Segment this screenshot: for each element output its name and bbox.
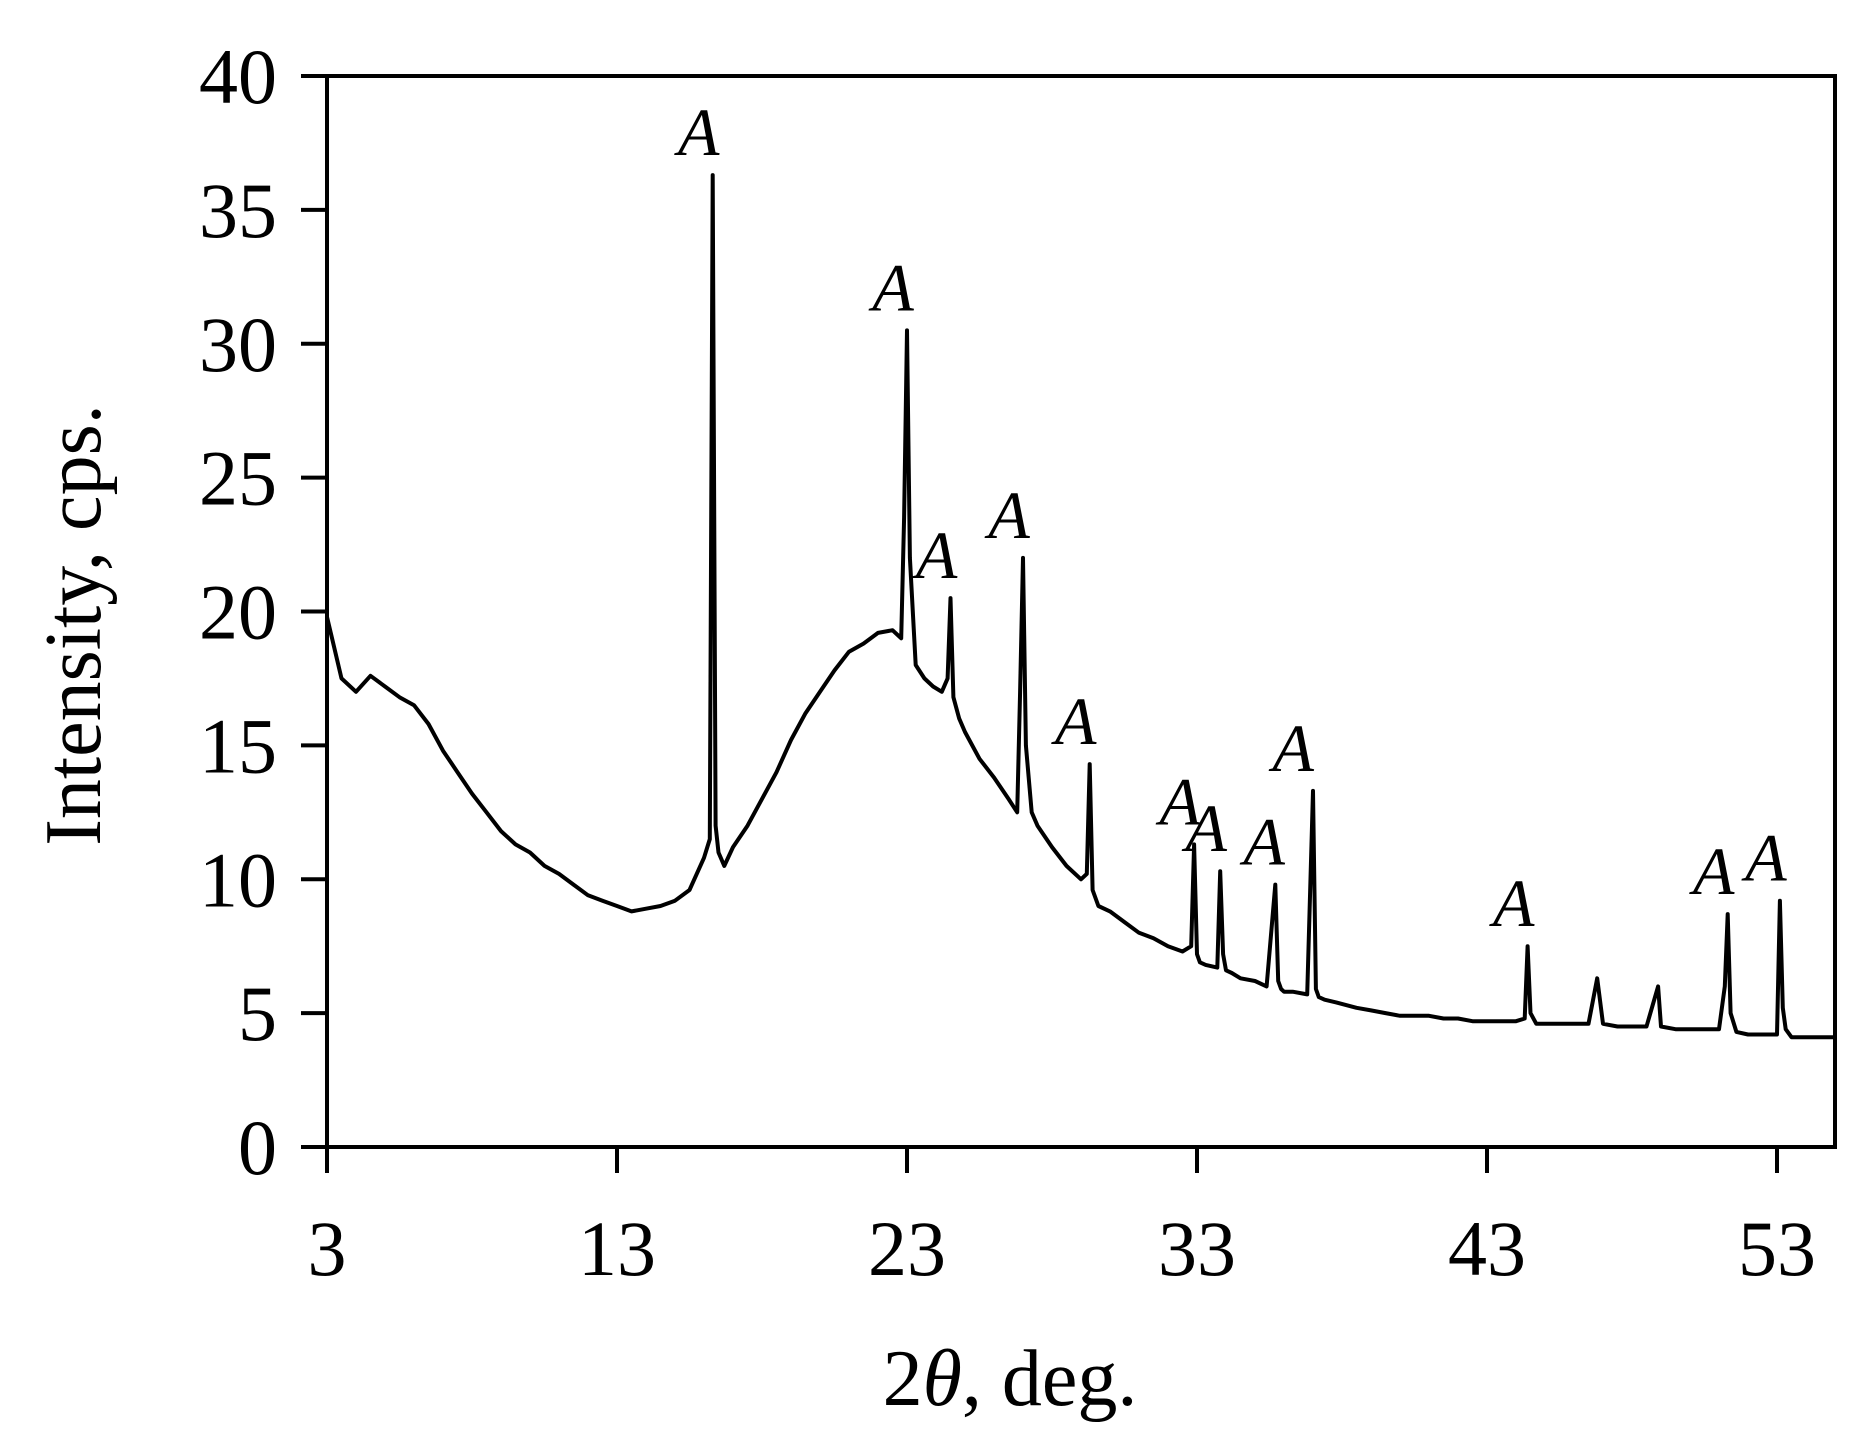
peak-label: A <box>984 477 1030 553</box>
x-axis: 3 13 23 33 43 53 <box>308 1147 1816 1292</box>
peak-label: A <box>868 249 914 325</box>
peak-label: A <box>1155 763 1201 839</box>
y-tick-label: 25 <box>199 435 277 522</box>
y-tick-label: 35 <box>199 167 277 254</box>
data-series-line <box>325 173 1835 1040</box>
x-tick-label: 33 <box>1158 1205 1236 1292</box>
y-tick-label: 10 <box>199 836 277 923</box>
peak-label: A <box>1239 804 1285 880</box>
peak-label: A <box>1051 683 1097 759</box>
peak-label: A <box>674 94 720 170</box>
peak-label: A <box>1181 790 1227 866</box>
y-tick-label: 0 <box>238 1104 277 1191</box>
y-tick-label: 30 <box>199 301 277 388</box>
y-tick-label: 5 <box>238 970 277 1057</box>
y-axis-title: Intensity, cps. <box>30 404 118 845</box>
y-tick-label: 15 <box>199 702 277 789</box>
x-tick-label: 13 <box>578 1205 656 1292</box>
x-axis-title: 2θ, deg. <box>883 1335 1138 1423</box>
peak-label: A <box>1689 833 1735 909</box>
peak-label: A <box>1741 820 1787 896</box>
y-tick-label: 20 <box>199 569 277 656</box>
plot-area <box>325 74 1837 1149</box>
y-axis: 0 5 10 15 20 25 30 35 40 <box>199 33 327 1191</box>
plot-frame <box>325 74 1837 1149</box>
peak-label: A <box>1268 710 1314 786</box>
x-tick-label: 43 <box>1448 1205 1526 1292</box>
peak-label: A <box>912 517 958 593</box>
x-tick-label: 53 <box>1738 1205 1816 1292</box>
x-tick-label: 23 <box>868 1205 946 1292</box>
y-tick-label: 40 <box>199 33 277 120</box>
peak-label: A <box>1489 865 1535 941</box>
x-tick-label: 3 <box>308 1205 347 1292</box>
